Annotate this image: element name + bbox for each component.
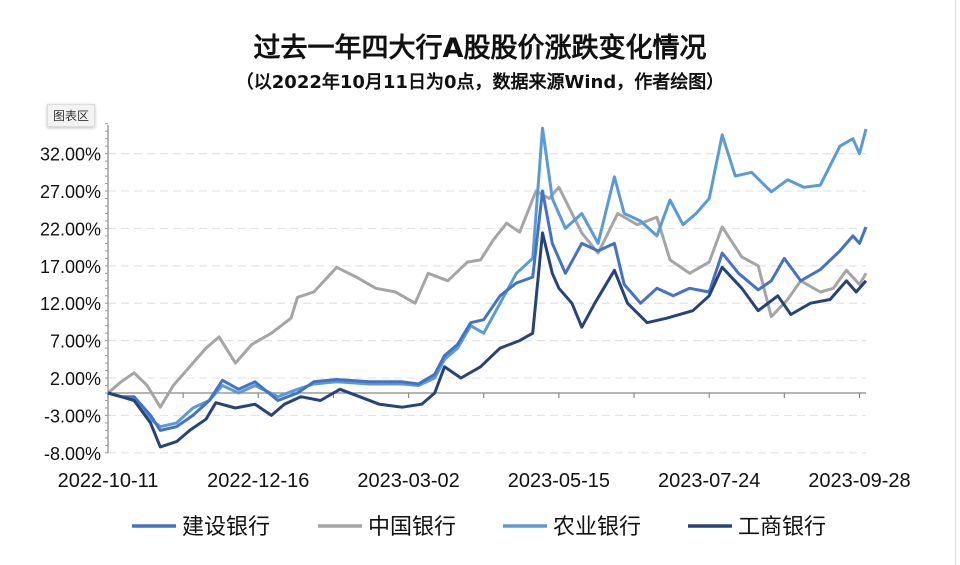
- legend-item: 建设银行: [132, 515, 270, 540]
- legend-label: 工商银行: [738, 515, 826, 540]
- legend-label: 农业银行: [553, 515, 641, 540]
- x-tick-label: 2023-07-24: [658, 470, 760, 492]
- y-tick-label: 22.00%: [40, 219, 101, 239]
- series-line-3: [107, 231, 868, 449]
- legend-item: 农业银行: [503, 515, 641, 540]
- y-tick-label: -3.00%: [44, 406, 101, 426]
- y-tick-label: 12.00%: [40, 294, 101, 314]
- chart-subtitle: （以2022年10月11日为0点，数据来源Wind，作者绘图）: [235, 72, 725, 93]
- window-border: [955, 0, 956, 565]
- y-tick-label: 7.00%: [50, 332, 101, 352]
- x-tick-label: 2023-09-28: [808, 470, 910, 492]
- legend-label: 建设银行: [182, 515, 270, 540]
- y-tick-label: 27.00%: [40, 182, 101, 202]
- y-tick-label: 32.00%: [40, 145, 101, 165]
- legend-item: 中国银行: [318, 515, 456, 540]
- legend-item: 工商银行: [688, 515, 826, 540]
- y-tick-label: 2.00%: [50, 369, 101, 389]
- series-line-2: [107, 126, 868, 429]
- chart-title: 过去一年四大行A股股价涨跌变化情况: [253, 33, 707, 64]
- y-tick-label: 17.00%: [40, 257, 101, 277]
- series-line-0: [107, 189, 868, 432]
- x-tick-label: 2023-05-15: [508, 470, 610, 492]
- chart-area-tag: 图表区: [47, 104, 96, 127]
- x-tick-label: 2022-10-11: [58, 470, 159, 492]
- x-tick-label: 2022-12-16: [207, 470, 309, 492]
- x-tick-label: 2023-03-02: [357, 470, 459, 492]
- legend-label: 中国银行: [368, 515, 456, 540]
- y-tick-label: -8.00%: [44, 444, 101, 464]
- series-line-1: [107, 185, 868, 409]
